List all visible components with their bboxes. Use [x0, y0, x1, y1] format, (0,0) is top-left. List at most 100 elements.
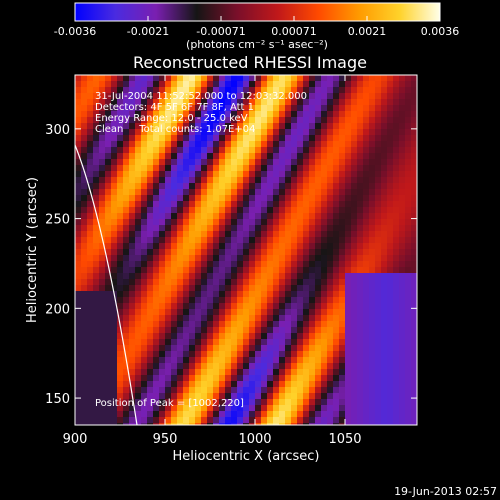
heatmap-cell [111, 219, 118, 226]
heatmap-cell [291, 225, 298, 232]
heatmap-cell [333, 363, 340, 370]
heatmap-cell [75, 123, 82, 130]
heatmap-cell [105, 87, 112, 94]
heatmap-cell [75, 315, 82, 322]
heatmap-cell [249, 279, 256, 286]
heatmap-cell [267, 351, 274, 358]
heatmap-cell [339, 375, 346, 382]
heatmap-cell [399, 213, 406, 220]
heatmap-cell [345, 159, 352, 166]
heatmap-cell [219, 423, 226, 425]
heatmap-cell [255, 237, 262, 244]
heatmap-cell [393, 297, 400, 304]
heatmap-cell [339, 357, 346, 364]
heatmap-cell [249, 321, 256, 328]
heatmap-cell [111, 189, 118, 196]
heatmap-cell [303, 291, 310, 298]
heatmap-cell [213, 297, 220, 304]
heatmap-cell [375, 249, 382, 256]
heatmap-cell [171, 147, 178, 154]
heatmap-cell [261, 279, 268, 286]
heatmap-cell [303, 93, 310, 100]
heatmap-cell [375, 117, 382, 124]
heatmap-cell [165, 321, 172, 328]
heatmap-cell [315, 141, 322, 148]
heatmap-cell [321, 81, 328, 88]
heatmap-cell [357, 129, 364, 136]
heatmap-cell [123, 105, 130, 112]
heatmap-cell [261, 249, 268, 256]
heatmap-cell [87, 249, 94, 256]
heatmap-cell [255, 273, 262, 280]
heatmap-cell [333, 87, 340, 94]
heatmap-cell [375, 177, 382, 184]
heatmap-cell [255, 351, 262, 358]
heatmap-cell [285, 147, 292, 154]
heatmap-cell [387, 333, 394, 340]
heatmap-cell [393, 363, 400, 370]
heatmap-cell [321, 417, 328, 424]
heatmap-cell [345, 135, 352, 142]
heatmap-cell [117, 387, 124, 394]
heatmap-cell [363, 309, 370, 316]
heatmap-cell [363, 237, 370, 244]
heatmap-cell [303, 183, 310, 190]
heatmap-cell [177, 105, 184, 112]
heatmap-cell [309, 357, 316, 364]
heatmap-cell [315, 261, 322, 268]
heatmap-cell [255, 363, 262, 370]
heatmap-cell [195, 255, 202, 262]
heatmap-cell [111, 153, 118, 160]
heatmap-cell [411, 345, 417, 352]
heatmap-cell [225, 345, 232, 352]
heatmap-cell [189, 345, 196, 352]
heatmap-cell [345, 207, 352, 214]
heatmap-cell [135, 339, 142, 346]
heatmap-cell [93, 381, 100, 388]
heatmap-cell [405, 231, 412, 238]
heatmap-cell [369, 255, 376, 262]
heatmap-cell [351, 411, 358, 418]
heatmap-cell [213, 123, 220, 130]
heatmap-cell [291, 111, 298, 118]
heatmap-cell [219, 243, 226, 250]
heatmap-cell [351, 369, 358, 376]
heatmap-cell [165, 267, 172, 274]
heatmap-cell [363, 213, 370, 220]
heatmap-cell [375, 237, 382, 244]
heatmap-cell [93, 351, 100, 358]
heatmap-cell [357, 93, 364, 100]
heatmap-cell [363, 375, 370, 382]
heatmap-cell [195, 105, 202, 112]
heatmap-cell [105, 279, 112, 286]
heatmap-cell [375, 195, 382, 202]
heatmap-cell [279, 321, 286, 328]
heatmap-cell [141, 87, 148, 94]
heatmap-cell [261, 261, 268, 268]
heatmap-cell [111, 393, 118, 400]
heatmap-cell [375, 213, 382, 220]
colorbar [74, 2, 441, 22]
colorbar-tick-label: 0.00071 [271, 25, 317, 38]
heatmap-cell [135, 267, 142, 274]
heatmap-cell [177, 369, 184, 376]
heatmap-cell [297, 357, 304, 364]
heatmap-cell [249, 369, 256, 376]
heatmap-cell [207, 105, 214, 112]
heatmap-cell [303, 321, 310, 328]
heatmap-cell [375, 171, 382, 178]
heatmap-cell [297, 315, 304, 322]
heatmap-cell [87, 267, 94, 274]
heatmap-cell [339, 387, 346, 394]
heatmap-cell [153, 333, 160, 340]
heatmap-cell [411, 327, 417, 334]
heatmap-cell [267, 273, 274, 280]
heatmap-cell [207, 243, 214, 250]
heatmap-cell [309, 231, 316, 238]
heatmap-cell [99, 267, 106, 274]
heatmap-cell [297, 219, 304, 226]
heatmap-cell [75, 195, 82, 202]
heatmap-cell [333, 243, 340, 250]
heatmap-cell [297, 189, 304, 196]
heatmap-cell [387, 159, 394, 166]
